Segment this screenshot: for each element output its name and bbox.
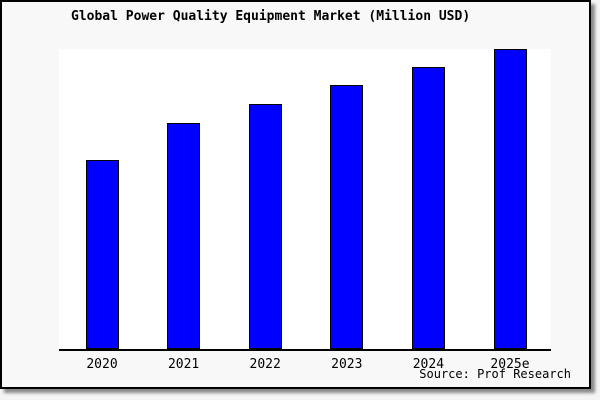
plot-area (59, 49, 551, 351)
bar-2022 (248, 104, 282, 349)
bar-2025e (493, 49, 527, 349)
x-tick-label-2021: 2021 (167, 357, 200, 372)
x-tick-label-2025e: 2025e (490, 357, 530, 372)
x-tick-label-2020: 2020 (86, 357, 118, 372)
bar-2020 (85, 160, 119, 349)
x-tick-label-2023: 2023 (331, 357, 363, 372)
chart-frame: Global Power Quality Equipment Market (M… (0, 0, 591, 389)
bar-2021 (167, 123, 201, 349)
x-tick-label-2022: 2022 (249, 357, 281, 372)
source-note: Source: Prof Research (419, 367, 571, 381)
chart-title: Global Power Quality Equipment Market (M… (71, 9, 471, 24)
bar-2023 (330, 85, 364, 349)
x-tick-label-2024: 2024 (412, 357, 445, 372)
bar-2024 (411, 67, 445, 349)
